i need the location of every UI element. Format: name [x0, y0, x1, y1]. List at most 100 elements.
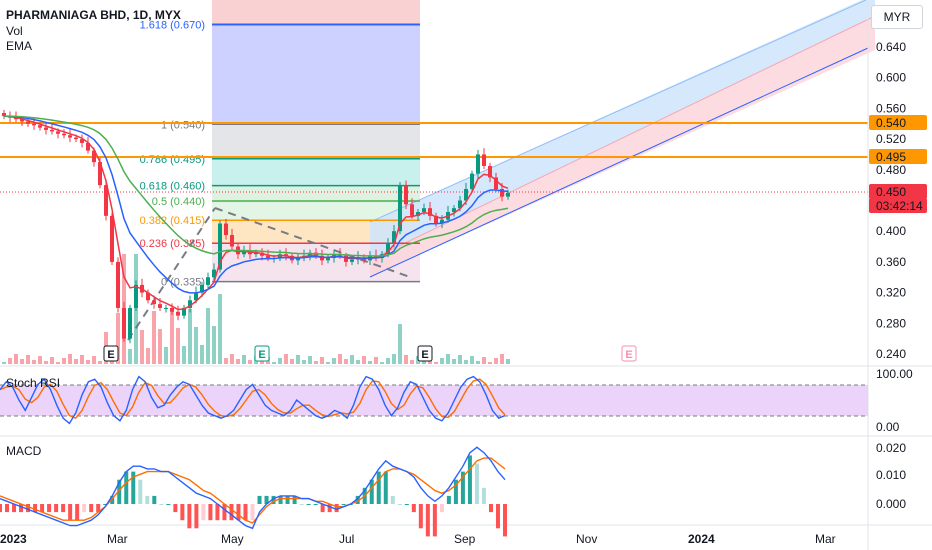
volume-bar: [200, 345, 204, 364]
stoch-rsi-label[interactable]: Stoch RSI: [6, 376, 61, 390]
volume-bar: [410, 360, 414, 364]
volume-bar: [362, 356, 366, 364]
candle-body: [224, 223, 228, 236]
candle-body: [458, 200, 462, 209]
fib-zone-grey: [212, 122, 420, 158]
macd-histogram-bar: [383, 471, 388, 504]
volume-bar: [296, 355, 300, 364]
candle-body: [296, 258, 300, 261]
macd-histogram-bar: [488, 504, 493, 513]
macd-histogram-bar: [439, 504, 444, 513]
macd-histogram-bar: [96, 504, 101, 513]
volume-bar: [458, 355, 462, 364]
earnings-event-1[interactable]: E: [103, 345, 119, 362]
ema-indicator-label[interactable]: EMA: [6, 39, 33, 53]
fib-zone-teal: [212, 158, 420, 185]
fib-level-label: 0.382 (0.415): [140, 215, 205, 227]
stoch-axis[interactable]: 100.00 0.00: [876, 367, 913, 434]
volume-indicator-label[interactable]: Vol: [6, 24, 23, 38]
macd-histogram-bar: [208, 504, 213, 521]
volume-bar: [470, 356, 474, 364]
candle-body: [266, 255, 270, 259]
fib-level-label: 0.5 (0.440): [152, 196, 205, 208]
macd-histogram-bar: [159, 504, 164, 505]
volume-bar: [188, 309, 192, 364]
price-tick-label: 0.640: [876, 40, 906, 54]
price-tag-text: 0.450: [876, 185, 906, 199]
price-tick-label: 0.520: [876, 132, 906, 146]
volume-bar: [356, 360, 360, 364]
volume-bar: [80, 355, 84, 364]
macd-label[interactable]: MACD: [6, 444, 42, 458]
earnings-event-2[interactable]: E: [254, 345, 270, 362]
candle-body: [428, 208, 432, 216]
earnings-event-4[interactable]: E: [621, 345, 637, 362]
volume-bar: [494, 358, 498, 364]
volume-bar: [452, 359, 456, 364]
volume-bar: [146, 348, 150, 364]
macd-histogram-bar: [467, 455, 472, 504]
time-tick-label: May: [221, 532, 244, 546]
currency-button[interactable]: MYR: [871, 5, 923, 29]
macd-histogram-bar: [460, 471, 465, 504]
macd-histogram-bar: [5, 504, 10, 513]
candle-body: [206, 277, 210, 285]
candle-body: [14, 117, 18, 120]
macd-histogram-bar: [152, 495, 157, 504]
macd-histogram-bar: [180, 504, 185, 521]
fib-level-label: 0.618 (0.460): [140, 181, 205, 193]
macd-histogram-bar: [306, 504, 311, 505]
candle-body: [500, 188, 504, 197]
macd-histogram-bar: [376, 471, 381, 504]
price-tag-text: 0.540: [876, 116, 906, 130]
candle-body: [122, 307, 126, 339]
earnings-event-3[interactable]: E: [417, 345, 433, 362]
candle-body: [50, 129, 54, 132]
macd-histogram-bar: [68, 504, 73, 521]
channel-upper-band: [370, 0, 875, 260]
price-tick-label: 0.600: [876, 71, 906, 85]
macd-histogram-bar: [418, 504, 423, 529]
candle-body: [182, 307, 186, 316]
candle-body: [422, 208, 426, 213]
macd-histogram-bar: [201, 504, 206, 521]
macd-histogram-bar: [75, 504, 80, 521]
price-axis[interactable]: 0.640 0.600 0.560 0.520 0.480 0.400 0.360 0.320…: [876, 40, 906, 361]
macd-histogram-bar: [103, 504, 108, 505]
candle-body: [506, 192, 510, 197]
time-axis[interactable]: 2023 Mar May Jul Sep Nov 2024 Mar: [0, 532, 836, 546]
volume-bar: [26, 355, 30, 364]
macd-histogram-bar: [61, 504, 66, 513]
macd-histogram-bar: [341, 504, 346, 505]
volume-bar: [374, 357, 378, 364]
macd-histogram-bar: [503, 504, 507, 537]
event-label: E: [421, 349, 428, 361]
volume-bar: [302, 360, 306, 364]
macd-axis[interactable]: 0.020 0.010 0.000: [876, 441, 906, 511]
price-tick-label: 0.320: [876, 286, 906, 300]
candle-body: [104, 185, 108, 216]
macd-histogram-bar: [33, 504, 38, 513]
volume-bar: [98, 361, 102, 364]
candle-body: [230, 235, 234, 247]
volume-bar: [284, 354, 288, 364]
candle-body: [470, 173, 474, 189]
price-tick-label: 0.280: [876, 316, 906, 330]
candle-body: [200, 284, 204, 293]
price-tick-label: 0.240: [876, 347, 906, 361]
fib-zone-orange: [212, 221, 420, 244]
macd-histogram-bar: [236, 504, 241, 521]
macd-histogram-bar: [110, 495, 115, 504]
candle-body: [416, 212, 420, 216]
symbol-title[interactable]: PHARMANIAGA BHD, 1D, MYX: [6, 8, 181, 22]
ema-slow-line: [3, 115, 509, 257]
macd-histogram-bar: [474, 463, 479, 504]
candle-body: [254, 252, 258, 255]
volume-bar: [224, 358, 228, 364]
candle-body: [2, 113, 6, 117]
volume-bar: [434, 362, 438, 364]
volume-bar: [86, 360, 90, 364]
macd-histogram-bar: [215, 504, 220, 521]
